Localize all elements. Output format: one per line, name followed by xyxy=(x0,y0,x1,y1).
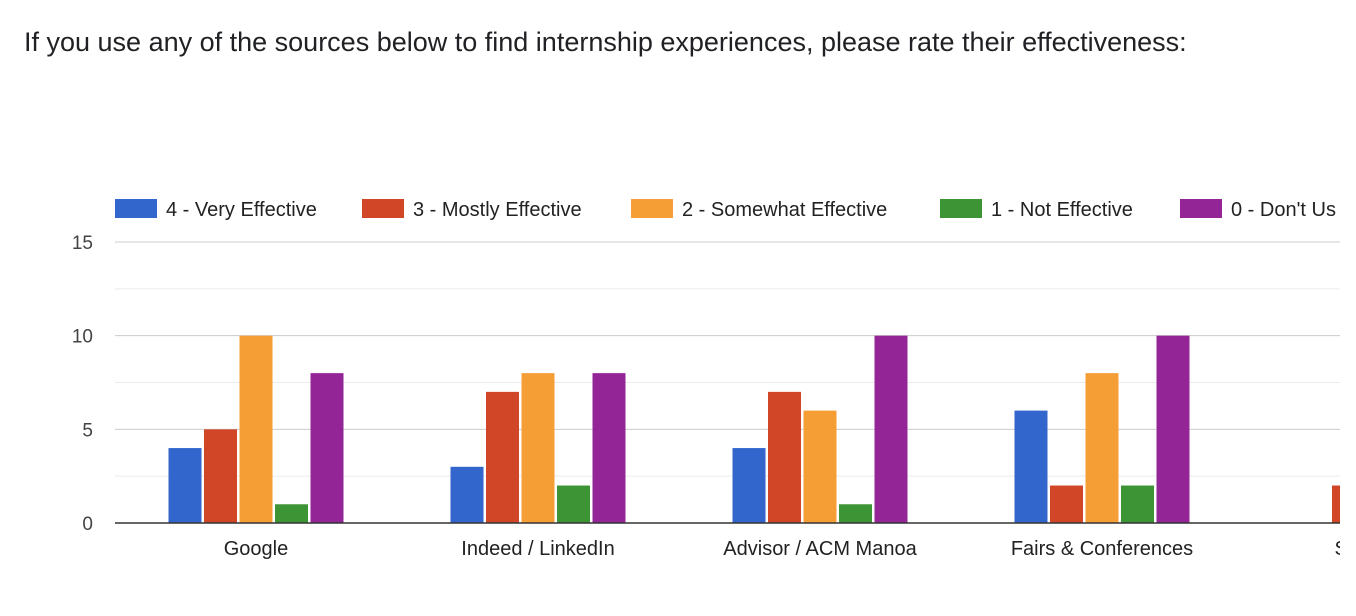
x-category-label: Advisor / ACM Manoa xyxy=(723,538,917,560)
legend-label: 4 - Very Effective xyxy=(166,199,317,221)
legend-swatch xyxy=(940,199,982,218)
bar xyxy=(592,373,626,523)
bars xyxy=(168,335,1340,523)
bar xyxy=(1050,485,1083,523)
legend-label: 0 - Don't Us xyxy=(1231,199,1336,221)
legend-swatch xyxy=(115,199,157,218)
y-tick-label: 15 xyxy=(72,233,93,254)
legend-item: 0 - Don't Us xyxy=(1180,199,1336,221)
x-category-label: Fairs & Conferences xyxy=(1011,538,1193,560)
y-tick-label: 10 xyxy=(72,327,93,348)
bar xyxy=(839,504,872,523)
legend-swatch xyxy=(631,199,673,218)
legend-item: 4 - Very Effective xyxy=(115,199,317,221)
legend-label: 3 - Mostly Effective xyxy=(413,199,582,221)
y-tick-label: 5 xyxy=(82,420,93,441)
bar xyxy=(1332,485,1340,523)
bar xyxy=(168,448,202,523)
grid-lines xyxy=(115,241,1340,477)
bar xyxy=(450,466,484,523)
bar xyxy=(1156,335,1190,523)
bar xyxy=(310,373,344,523)
legend-label: 1 - Not Effective xyxy=(991,199,1133,221)
x-category-label: SECE / Ma xyxy=(1335,538,1356,560)
bar xyxy=(1121,485,1154,523)
bar xyxy=(275,504,308,523)
bar xyxy=(1014,410,1048,523)
legend-item: 3 - Mostly Effective xyxy=(362,199,582,221)
bar xyxy=(1085,373,1119,523)
y-tick-label: 0 xyxy=(82,514,93,535)
legend: 4 - Very Effective 3 - Mostly Effective 2 … xyxy=(115,199,1336,221)
bar xyxy=(521,373,555,523)
legend-label: 2 - Somewhat Effective xyxy=(682,199,887,221)
x-category-label: Google xyxy=(224,538,289,560)
bar xyxy=(803,410,837,523)
legend-swatch xyxy=(1180,199,1222,218)
category-labels: Google Indeed / LinkedIn Advisor / ACM Man… xyxy=(224,538,1356,560)
legend-item: 1 - Not Effective xyxy=(940,199,1133,221)
bar xyxy=(874,335,908,523)
bar xyxy=(239,335,273,523)
bar xyxy=(486,391,519,523)
legend-swatch xyxy=(362,199,404,218)
chart-title: If you use any of the sources below to f… xyxy=(24,27,1187,57)
bar xyxy=(204,429,237,523)
legend-item: 2 - Somewhat Effective xyxy=(631,199,887,221)
x-category-label: Indeed / LinkedIn xyxy=(461,538,614,560)
bar xyxy=(557,485,590,523)
bar xyxy=(732,448,766,523)
bar xyxy=(768,391,801,523)
y-axis-ticks: 0 5 10 15 xyxy=(72,233,93,535)
